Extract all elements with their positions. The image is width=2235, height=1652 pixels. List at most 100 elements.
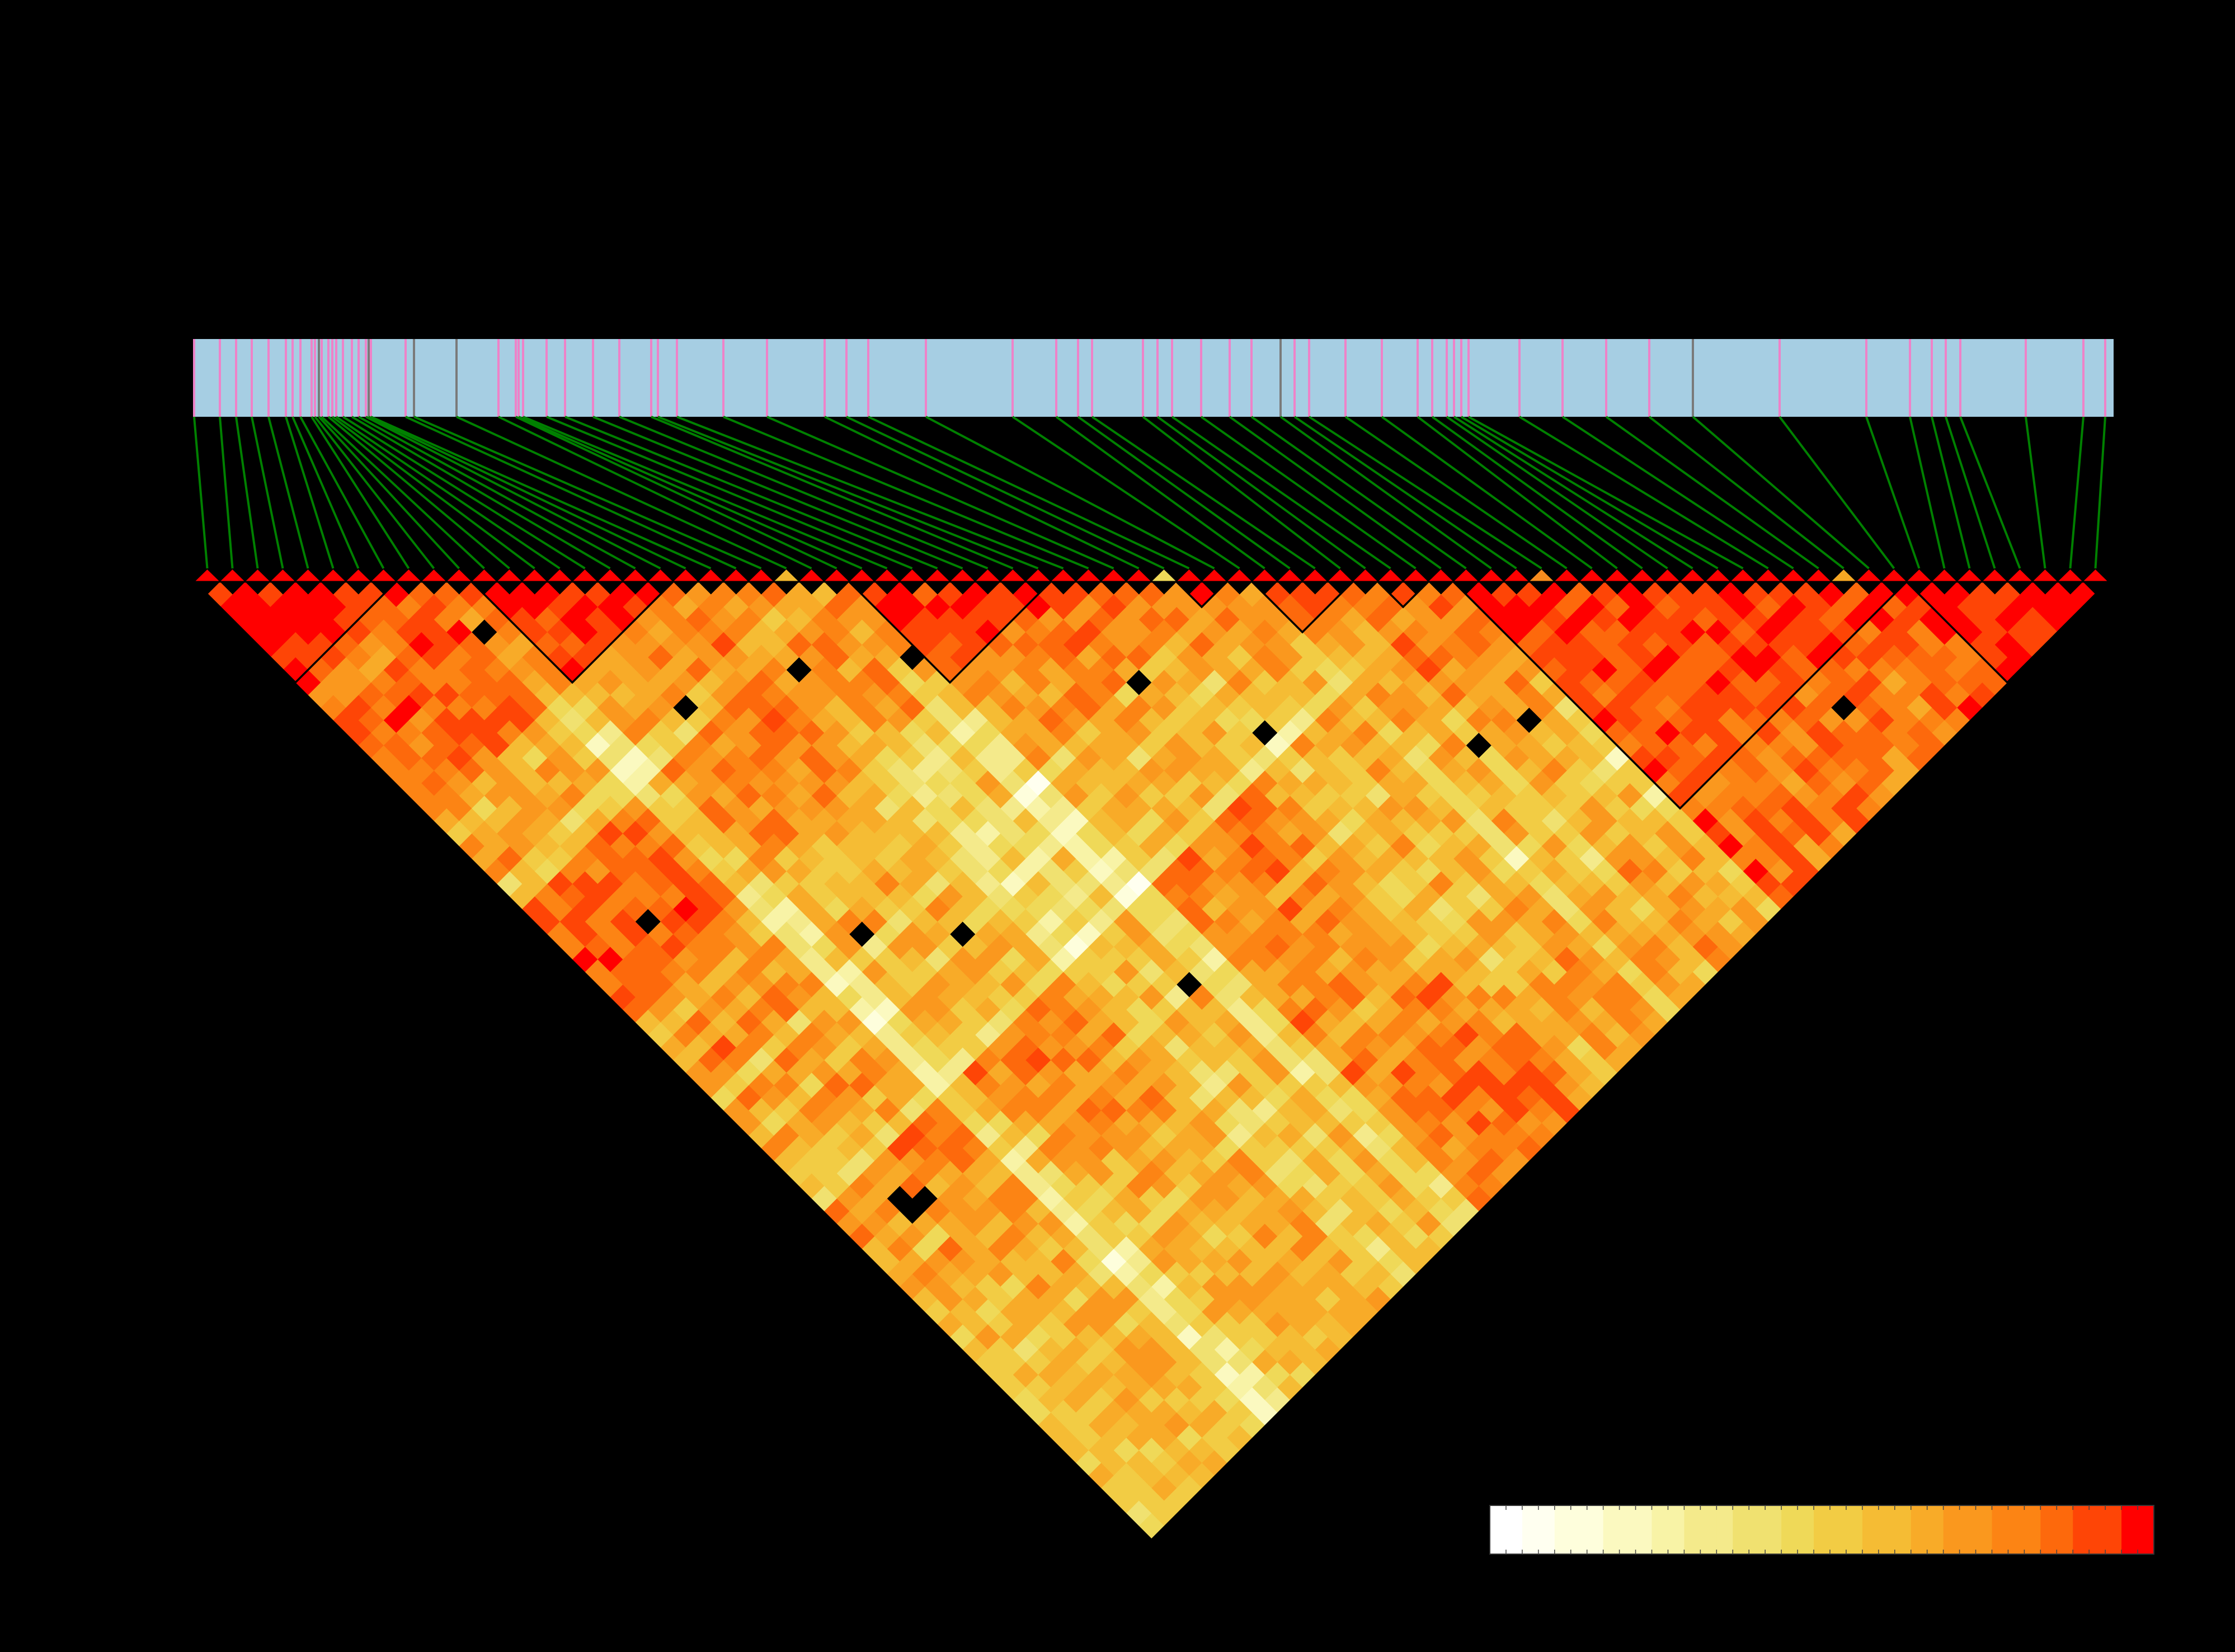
marker-triangle xyxy=(1151,570,1177,582)
marker-triangle xyxy=(1630,570,1655,582)
marker-connector-line xyxy=(314,416,435,570)
marker-connector-line xyxy=(1344,416,1568,570)
marker-triangle xyxy=(1051,570,1076,582)
marker-connector-line xyxy=(1431,416,1643,570)
marker-triangle xyxy=(698,570,723,582)
marker-triangle xyxy=(1605,570,1630,582)
marker-triangle xyxy=(270,570,295,582)
legend-gradient-segment xyxy=(1522,1505,1539,1554)
marker-connector-line xyxy=(1417,416,1618,570)
legend-gradient-segment xyxy=(1538,1505,1555,1554)
marker-triangle xyxy=(1302,570,1328,582)
legend-gradient-segment xyxy=(1603,1505,1620,1554)
marker-connector-line xyxy=(1279,416,1492,570)
marker-connector-line xyxy=(1446,416,1668,570)
legend-gradient-segment xyxy=(2105,1505,2122,1554)
marker-triangle xyxy=(2032,570,2058,582)
marker-connector-line xyxy=(235,416,259,569)
marker-triangle xyxy=(950,570,975,582)
legend-gradient-segment xyxy=(1505,1505,1523,1554)
legend-gradient-segment xyxy=(2138,1505,2154,1554)
legend-gradient-segment xyxy=(1943,1505,1960,1554)
legend-gradient-segment xyxy=(1975,1505,1992,1554)
legend-gradient-segment xyxy=(1635,1505,1653,1554)
marker-connector-line xyxy=(1945,416,1996,569)
marker-connector-line xyxy=(335,416,561,570)
block-outlines xyxy=(194,581,2109,810)
legend-gradient-segment xyxy=(2040,1505,2057,1554)
marker-triangle xyxy=(925,570,950,582)
legend-gradient-segment xyxy=(1959,1505,1977,1554)
haplotype-block-outline xyxy=(470,581,674,684)
marker-triangle xyxy=(1479,570,1504,582)
marker-connector-line xyxy=(1229,416,1442,570)
marker-connector-line xyxy=(766,416,1114,570)
marker-triangle xyxy=(396,570,421,582)
marker-triangle xyxy=(1806,570,1831,582)
marker-connector-line xyxy=(456,416,787,570)
marker-triangle xyxy=(1907,570,1932,582)
marker-triangle xyxy=(774,570,799,582)
legend-gradient-segment xyxy=(1814,1505,1831,1554)
marker-connector-line xyxy=(405,416,737,570)
marker-triangle xyxy=(1328,570,1353,582)
color-scale-legend xyxy=(1489,1505,2154,1555)
marker-connector-line xyxy=(370,416,712,570)
marker-connector-line xyxy=(358,416,636,570)
marker-connector-line xyxy=(1865,416,1921,569)
legend-gradient-segment xyxy=(1570,1505,1588,1554)
marker-connector-line xyxy=(592,416,963,570)
marker-triangle xyxy=(1856,570,1881,582)
marker-triangle xyxy=(1680,570,1705,582)
marker-triangle xyxy=(547,570,572,582)
marker-triangle xyxy=(572,570,597,582)
marker-triangle xyxy=(849,570,874,582)
legend-gradient-segment xyxy=(1862,1505,1879,1554)
marker-connector-line xyxy=(1468,416,1744,570)
legend-gradient-segment xyxy=(1781,1505,1798,1554)
legend-border xyxy=(1489,1505,2154,1555)
marker-connector-line xyxy=(619,416,989,570)
marker-triangle xyxy=(673,570,698,582)
marker-connector-line xyxy=(365,416,661,570)
marker-connector-line xyxy=(1250,416,1467,570)
marker-connector-line xyxy=(318,416,460,570)
legend-gradient-segment xyxy=(1878,1505,1895,1554)
marker-connector-line xyxy=(925,416,1215,570)
marker-connector-line xyxy=(2025,416,2046,569)
marker-triangle xyxy=(1957,570,1982,582)
marker-connector-line xyxy=(1200,416,1417,570)
marker-connector-line xyxy=(219,416,234,569)
connector-lines xyxy=(193,416,2106,570)
marker-connector-line xyxy=(342,416,586,570)
marker-connector-line xyxy=(291,416,360,569)
legend-gradient-segment xyxy=(1651,1505,1668,1554)
marker-triangle xyxy=(2083,570,2108,582)
marker-triangle xyxy=(1353,570,1378,582)
marker-connector-line xyxy=(651,416,1014,570)
marker-connector-line xyxy=(1778,416,1895,570)
legend-gradient-segment xyxy=(1733,1505,1749,1554)
marker-connector-line xyxy=(1091,416,1316,570)
marker-connector-line xyxy=(1931,416,1971,569)
marker-triangle xyxy=(1781,570,1806,582)
marker-connector-line xyxy=(868,416,1190,570)
marker-triangle xyxy=(522,570,547,582)
legend-gradient-segment xyxy=(2121,1505,2138,1554)
marker-connector-line xyxy=(824,416,1140,570)
marker-connector-line xyxy=(251,416,284,569)
haplotype-block-outline xyxy=(1452,581,1908,810)
marker-triangle xyxy=(1227,570,1252,582)
marker-connector-line xyxy=(498,416,812,570)
ld-matrix xyxy=(207,582,2096,1538)
marker-triangle xyxy=(975,570,1000,582)
marker-connector-line xyxy=(723,416,1089,570)
haplotype-block-outline xyxy=(1175,581,1228,609)
marker-connector-line xyxy=(299,416,385,569)
marker-triangle xyxy=(623,570,648,582)
legend-gradient-segment xyxy=(1587,1505,1604,1554)
marker-connector-line xyxy=(1011,416,1240,570)
marker-ticks xyxy=(193,339,2106,417)
marker-triangle xyxy=(2058,570,2083,582)
marker-triangle xyxy=(346,570,371,582)
